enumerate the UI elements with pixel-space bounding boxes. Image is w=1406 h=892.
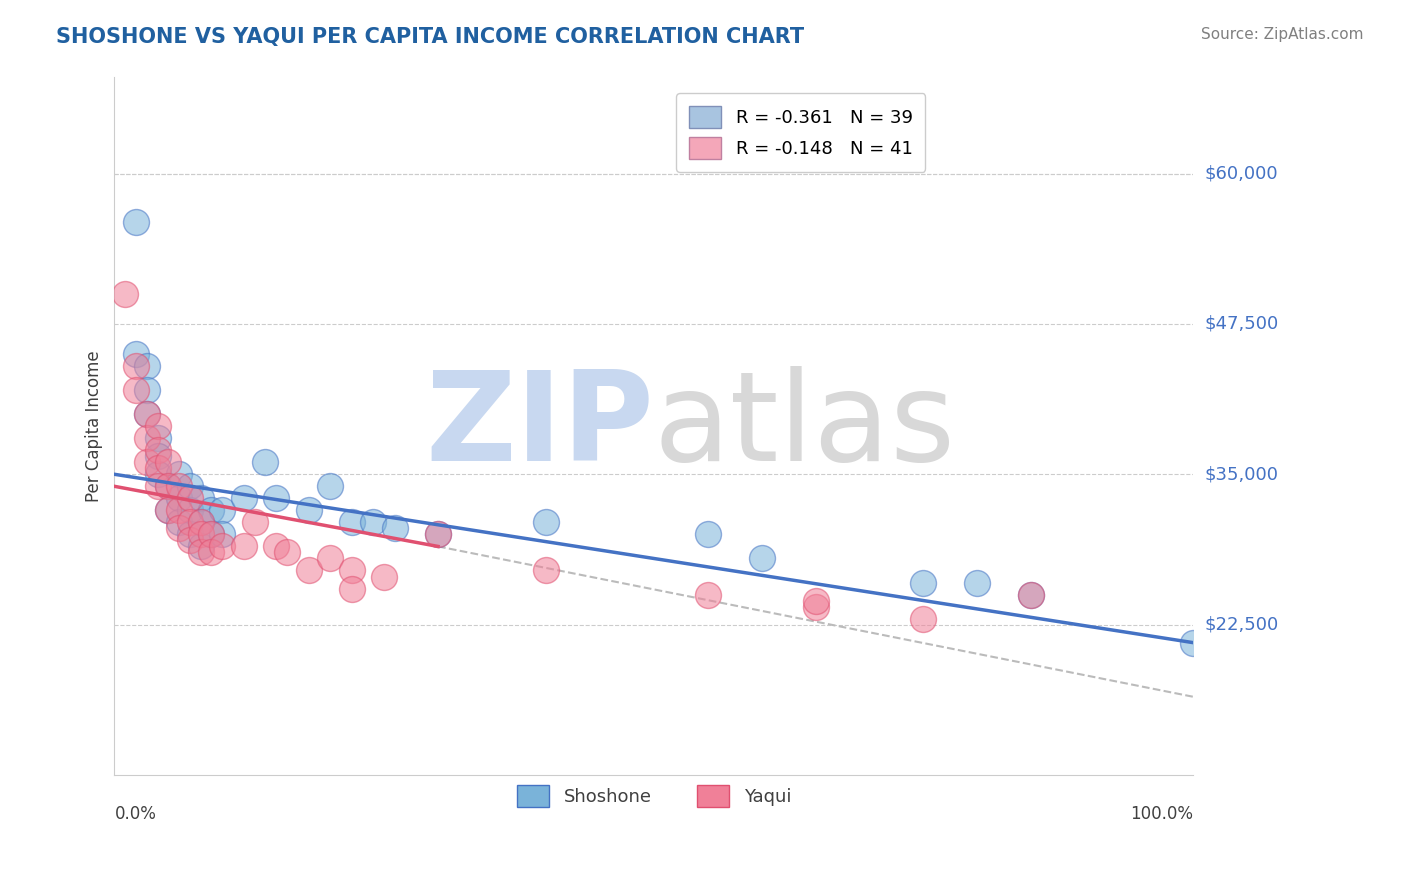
Point xyxy=(146,449,169,463)
Point xyxy=(114,286,136,301)
Point xyxy=(167,503,190,517)
Point xyxy=(146,431,169,445)
Point xyxy=(966,575,988,590)
Point xyxy=(135,455,157,469)
Point xyxy=(232,491,254,506)
Point xyxy=(179,479,201,493)
Point xyxy=(190,491,212,506)
Point xyxy=(211,527,233,541)
Point xyxy=(696,588,718,602)
Point xyxy=(146,461,169,475)
Point xyxy=(190,545,212,559)
Point xyxy=(200,527,222,541)
Point xyxy=(200,545,222,559)
Point xyxy=(340,582,363,596)
Point xyxy=(190,540,212,554)
Point xyxy=(125,383,148,397)
Text: $60,000: $60,000 xyxy=(1205,165,1278,183)
Text: 0.0%: 0.0% xyxy=(114,805,156,823)
Point xyxy=(190,516,212,530)
Point xyxy=(427,527,450,541)
Point xyxy=(179,516,201,530)
Text: SHOSHONE VS YAQUI PER CAPITA INCOME CORRELATION CHART: SHOSHONE VS YAQUI PER CAPITA INCOME CORR… xyxy=(56,27,804,46)
Text: atlas: atlas xyxy=(654,366,956,487)
Point xyxy=(363,516,385,530)
Point xyxy=(912,575,935,590)
Point xyxy=(200,527,222,541)
Text: Source: ZipAtlas.com: Source: ZipAtlas.com xyxy=(1201,27,1364,42)
Point xyxy=(1021,588,1043,602)
Point xyxy=(146,443,169,458)
Point xyxy=(146,479,169,493)
Text: $22,500: $22,500 xyxy=(1205,615,1278,633)
Point xyxy=(146,467,169,482)
Point xyxy=(319,551,342,566)
Point xyxy=(373,569,395,583)
Text: ZIP: ZIP xyxy=(425,366,654,487)
Point xyxy=(243,516,266,530)
Point xyxy=(211,503,233,517)
Text: $35,000: $35,000 xyxy=(1205,466,1278,483)
Point xyxy=(157,503,180,517)
Point xyxy=(135,407,157,421)
Point xyxy=(340,564,363,578)
Point xyxy=(125,215,148,229)
Point xyxy=(1021,588,1043,602)
Point xyxy=(179,527,201,541)
Point xyxy=(319,479,342,493)
Point xyxy=(264,540,287,554)
Text: 100.0%: 100.0% xyxy=(1130,805,1194,823)
Point xyxy=(125,347,148,361)
Point xyxy=(157,479,180,493)
Point xyxy=(200,503,222,517)
Point xyxy=(157,479,180,493)
Point xyxy=(167,516,190,530)
Point xyxy=(340,516,363,530)
Text: $47,500: $47,500 xyxy=(1205,315,1278,333)
Point xyxy=(297,503,319,517)
Point xyxy=(264,491,287,506)
Point xyxy=(125,359,148,373)
Point xyxy=(135,431,157,445)
Point xyxy=(135,383,157,397)
Point xyxy=(211,540,233,554)
Point xyxy=(297,564,319,578)
Point xyxy=(804,599,827,614)
Point xyxy=(167,491,190,506)
Point xyxy=(167,521,190,535)
Point xyxy=(167,479,190,493)
Point xyxy=(157,503,180,517)
Point xyxy=(254,455,277,469)
Point xyxy=(179,533,201,548)
Point xyxy=(135,407,157,421)
Point xyxy=(1182,635,1205,649)
Y-axis label: Per Capita Income: Per Capita Income xyxy=(86,351,103,502)
Point xyxy=(534,516,557,530)
Point xyxy=(190,527,212,541)
Point xyxy=(157,455,180,469)
Point xyxy=(276,545,298,559)
Point xyxy=(534,564,557,578)
Point xyxy=(167,467,190,482)
Point xyxy=(427,527,450,541)
Point xyxy=(135,359,157,373)
Point xyxy=(804,593,827,607)
Legend: Shoshone, Yaqui: Shoshone, Yaqui xyxy=(509,778,799,814)
Point xyxy=(696,527,718,541)
Point xyxy=(232,540,254,554)
Point xyxy=(179,491,201,506)
Point xyxy=(179,503,201,517)
Point xyxy=(146,419,169,434)
Point xyxy=(190,516,212,530)
Point xyxy=(384,521,406,535)
Point xyxy=(912,611,935,625)
Point xyxy=(751,551,773,566)
